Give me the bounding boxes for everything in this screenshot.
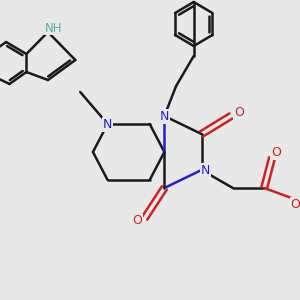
Text: NH: NH xyxy=(45,22,63,34)
Text: N: N xyxy=(201,164,210,176)
Text: N: N xyxy=(103,118,112,130)
Text: O: O xyxy=(234,106,244,119)
Text: O: O xyxy=(132,214,142,227)
Text: O: O xyxy=(271,146,281,158)
Text: N: N xyxy=(160,110,169,122)
Text: O: O xyxy=(290,197,300,211)
